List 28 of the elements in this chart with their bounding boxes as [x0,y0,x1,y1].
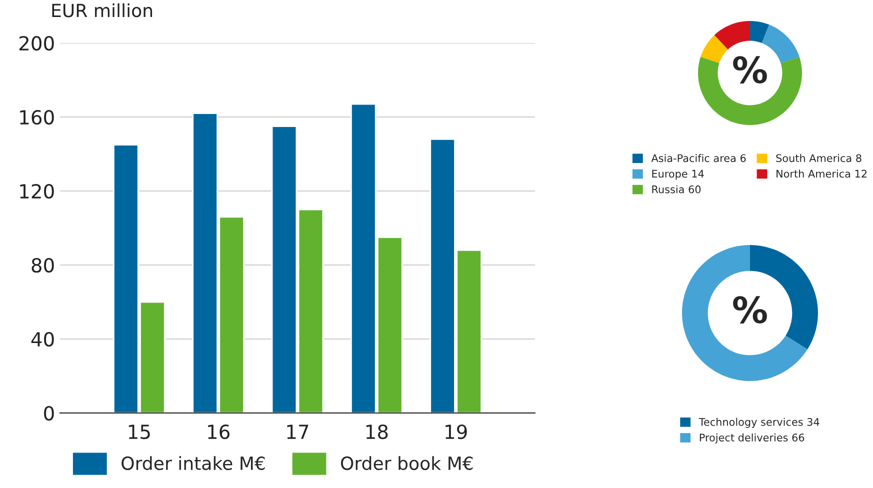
y-tick-label: 0 [44,406,54,421]
legend-label: Order book M€ [341,456,473,470]
y-tick-label: 80 [32,258,54,273]
y-tick-label: 40 [31,332,54,347]
y-tick-label: 120 [20,184,54,199]
donut-slice [700,35,728,64]
donut-slice [698,56,802,125]
legend-label: Russia 60 [652,185,701,194]
x-tick-label: 18 [366,424,388,440]
x-tick-label: 17 [287,424,308,439]
legend-label: Asia-Pacific area 6 [651,154,746,162]
x-tick-label: 19 [446,424,467,440]
legend-label: North America 12 [776,170,866,178]
x-tick-label: 16 [208,424,230,440]
donut-slice [682,245,808,381]
y-tick-label: 160 [20,110,54,125]
legend-label: Project deliveries 66 [700,433,804,444]
legend-label: South America 8 [776,154,862,162]
donut-slice [750,21,770,44]
y-axis-title: EUR million [52,3,152,18]
y-tick-label: 200 [19,36,54,51]
legend-label: Europe 14 [652,170,704,180]
text: % [733,56,767,84]
donut-slice [714,21,750,50]
text: % [733,296,767,324]
legend-label: Technology services 34 [698,418,820,428]
legend-label: Order intake M€ [122,456,265,470]
x-tick-label: 15 [128,424,150,440]
